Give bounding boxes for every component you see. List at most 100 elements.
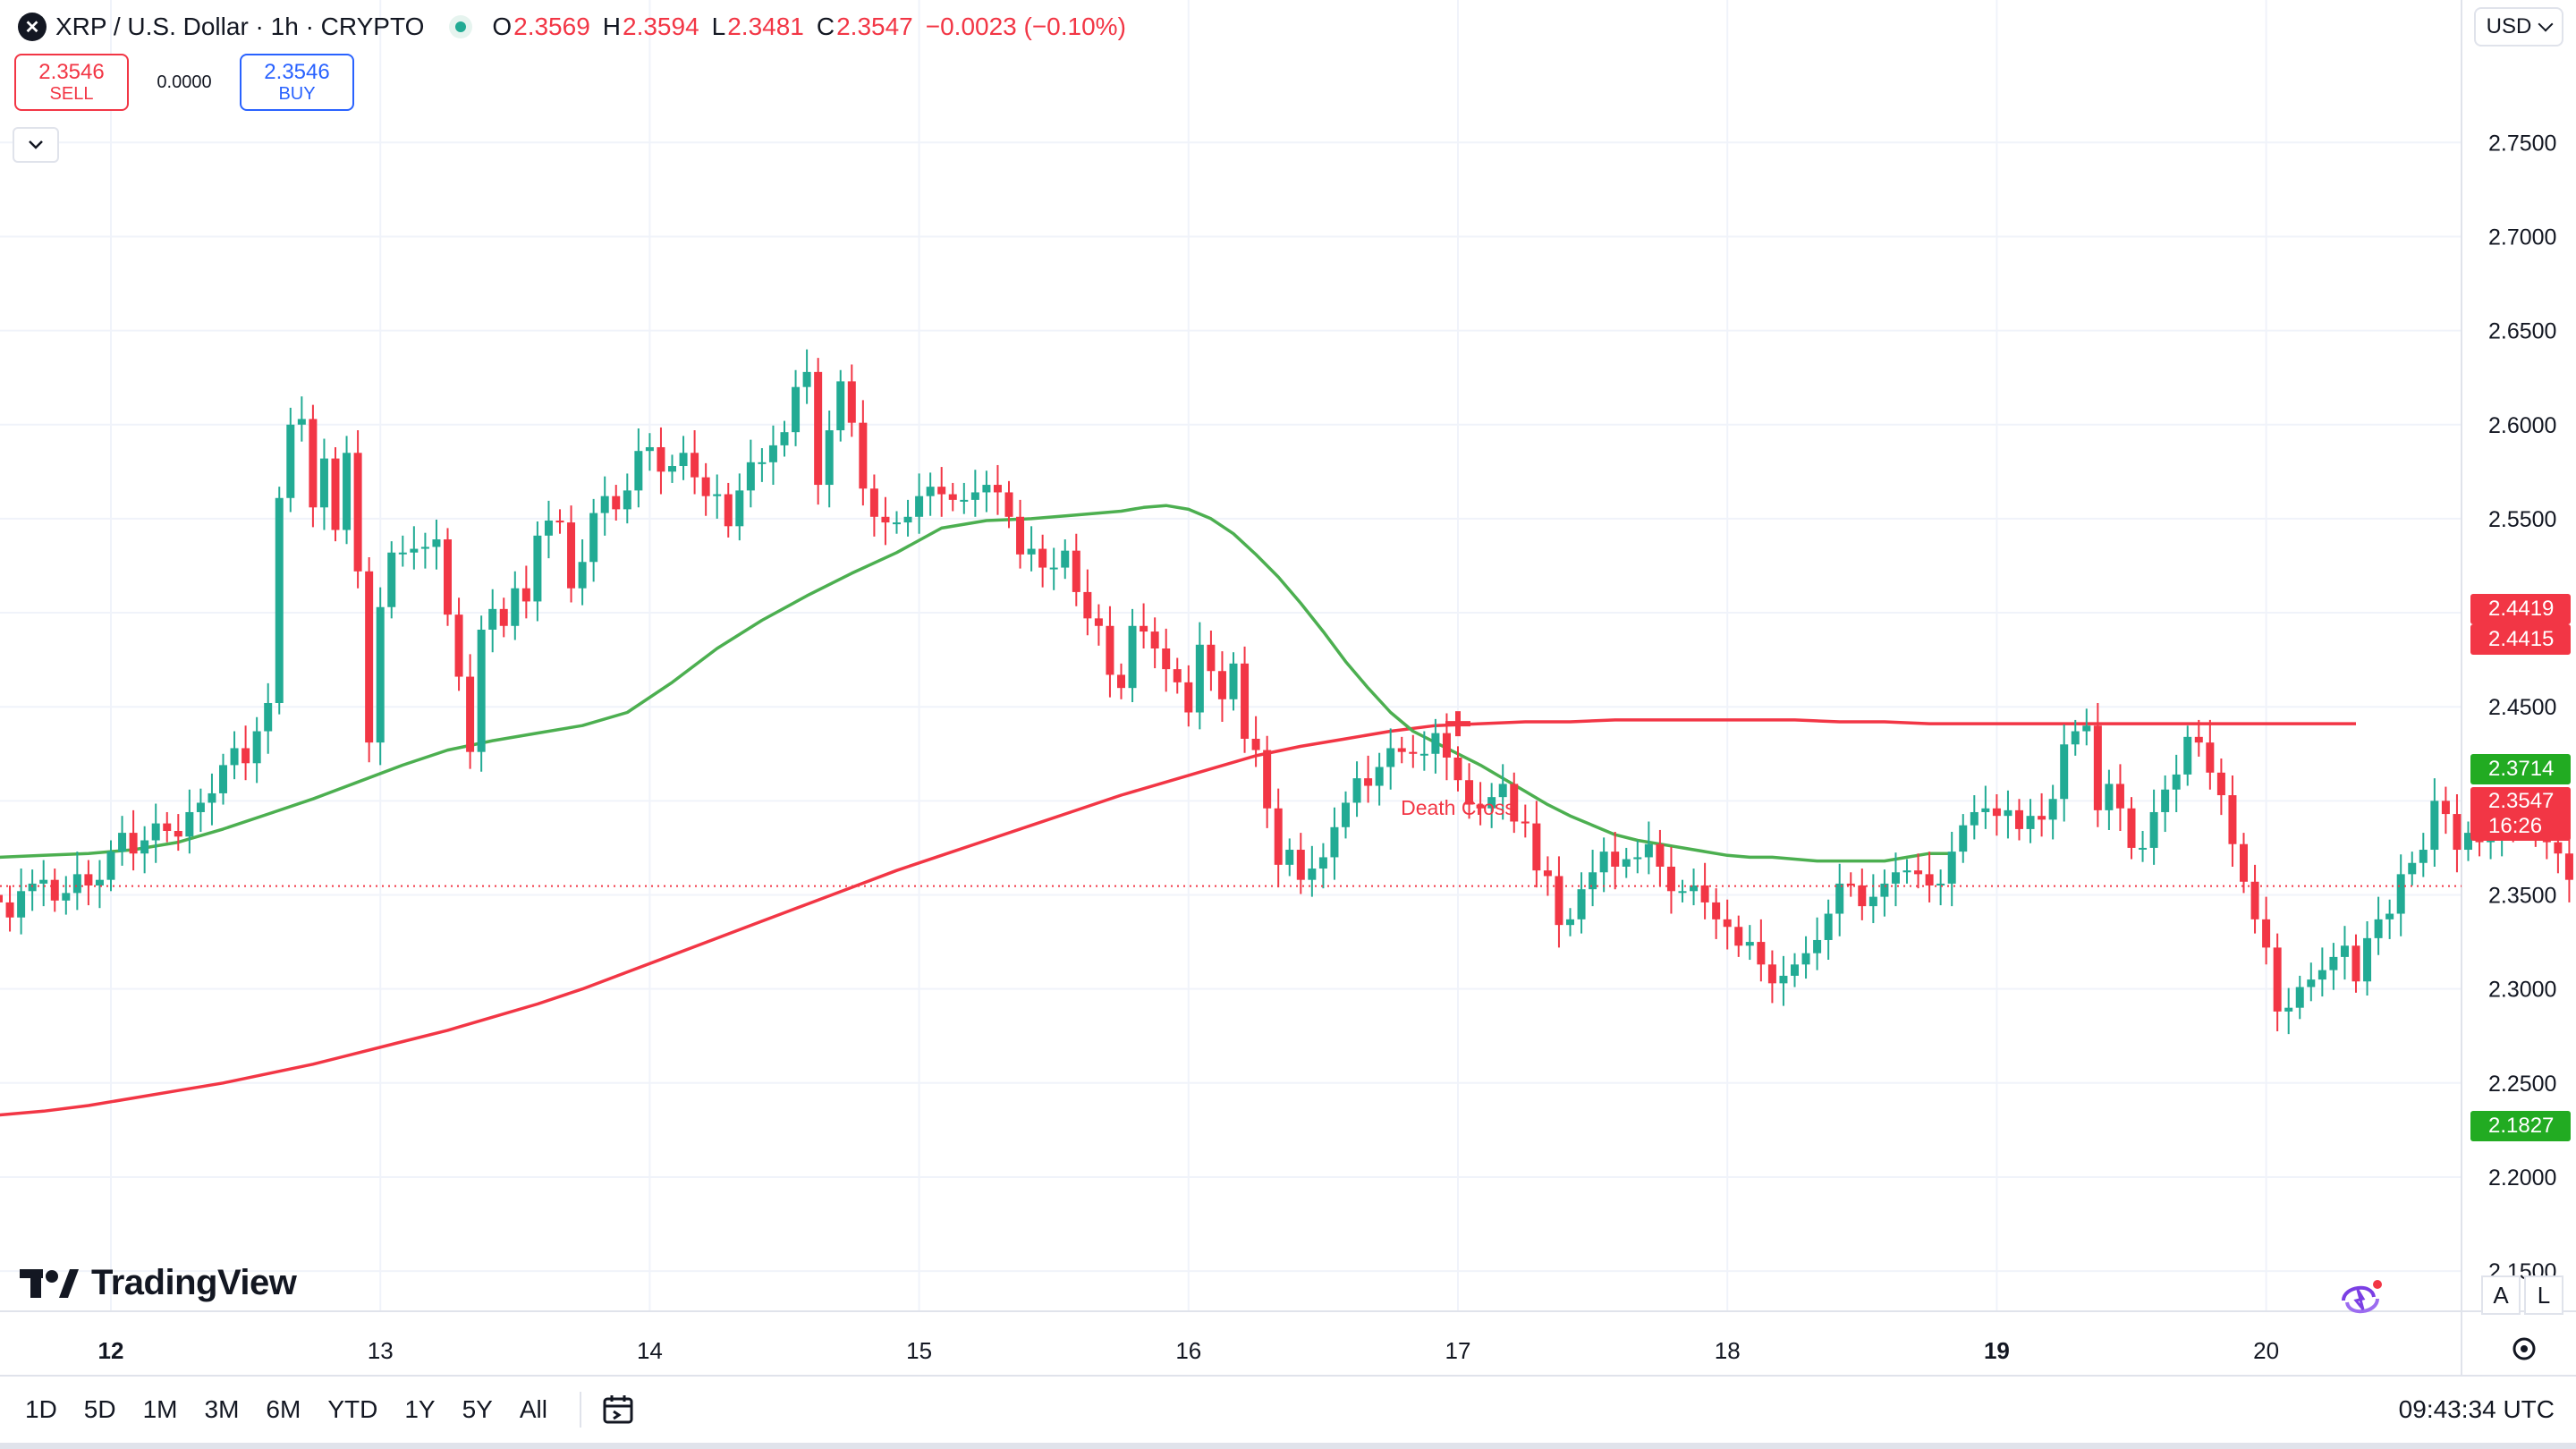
range-5d[interactable]: 5D (83, 1395, 116, 1423)
candle (2183, 725, 2192, 786)
spread-value: 0.0000 (157, 72, 212, 92)
candle (230, 731, 239, 780)
buy-button[interactable]: 2.3546 BUY (240, 54, 354, 111)
magic-ai-icon[interactable] (2336, 1277, 2385, 1320)
candle (410, 526, 419, 570)
sell-price: 2.3546 (38, 60, 105, 84)
candle (2385, 899, 2394, 939)
price-chart[interactable]: Death Cross 2.15002.20002.25002.30002.35… (0, 0, 2576, 1375)
price-tick-label: 2.5500 (2488, 507, 2556, 532)
ohlc-high-value: 2.3594 (623, 13, 699, 40)
candle (567, 505, 576, 603)
candle (1274, 788, 1283, 888)
candle (28, 869, 37, 911)
moving-average-slow-line (0, 718, 2356, 1117)
candle (735, 473, 744, 541)
candle (1375, 752, 1384, 806)
candle (1690, 869, 1699, 906)
range-5y[interactable]: 5Y (462, 1395, 493, 1423)
candle (1532, 801, 1541, 888)
calendar-range-icon (603, 1395, 633, 1424)
candle (2441, 786, 2450, 835)
symbol-title[interactable]: XRP / U.S. Dollar · 1h · CRYPTO (55, 13, 425, 40)
candle (881, 496, 890, 546)
candle (2419, 833, 2428, 877)
auto-scale-button[interactable]: A (2481, 1275, 2521, 1315)
range-1m[interactable]: 1M (142, 1395, 178, 1423)
candle (376, 587, 385, 766)
candle (1644, 821, 1653, 875)
price-axis[interactable]: 2.15002.20002.25002.30002.35002.40002.45… (2488, 131, 2556, 1284)
candle (466, 654, 475, 769)
time-axis[interactable]: 12 13 14 15 16 17 18 19 20 (98, 1337, 2280, 1364)
candle (432, 519, 441, 570)
candle (2262, 896, 2271, 965)
candle (275, 487, 284, 715)
candle (544, 500, 553, 559)
price-tag-value: 2.4415 (2488, 627, 2555, 651)
sell-label: SELL (49, 84, 94, 104)
candle (903, 499, 912, 537)
buy-price: 2.3546 (264, 60, 330, 84)
price-tag: 2.4419 (2470, 594, 2571, 624)
candle (1004, 480, 1013, 529)
buy-label: BUY (278, 84, 316, 104)
candle (746, 439, 755, 508)
tradingview-logo[interactable]: TradingView (20, 1263, 297, 1303)
candle (252, 716, 261, 784)
candle (1555, 856, 1563, 948)
candle (1140, 603, 1148, 649)
ohlc-open-key: O (492, 13, 513, 40)
candle (1589, 850, 1597, 907)
candle (2408, 852, 2417, 886)
time-tick-label: 14 (637, 1337, 663, 1364)
candle (488, 589, 497, 653)
market-status-icon[interactable] (449, 15, 473, 38)
candle (185, 789, 194, 854)
candle (1419, 731, 1428, 771)
currency-select[interactable]: USD (2474, 7, 2563, 47)
clock-utc[interactable]: 09:43:34 UTC (2398, 1395, 2555, 1423)
sell-button[interactable]: 2.3546 SELL (14, 54, 129, 111)
collapse-legend-button[interactable] (13, 127, 59, 163)
range-6m[interactable]: 6M (266, 1395, 301, 1423)
price-tag: 2.3714 (2470, 754, 2571, 784)
candle (1880, 869, 1889, 917)
chart-settings-icon[interactable] (2512, 1337, 2536, 1360)
log-scale-button[interactable]: L (2524, 1275, 2563, 1315)
candle (724, 482, 733, 538)
range-1d[interactable]: 1D (25, 1395, 57, 1423)
candle (1666, 846, 1675, 914)
candle (1027, 526, 1036, 572)
candle (701, 462, 710, 516)
candle (1061, 539, 1070, 580)
bottom-scroll-strip (0, 1443, 2576, 1449)
candle (2015, 799, 2023, 841)
candle (499, 597, 508, 638)
candle (802, 349, 811, 404)
candle (309, 404, 318, 528)
candle (95, 860, 104, 909)
candle (2351, 934, 2360, 993)
range-ytd[interactable]: YTD (327, 1395, 378, 1423)
trade-panel: 2.3546 SELL 0.0000 2.3546 BUY (14, 54, 354, 111)
candle (1184, 665, 1193, 727)
candle (1342, 791, 1350, 839)
candle (1487, 783, 1496, 828)
candle (2071, 719, 2080, 756)
candle (1577, 872, 1586, 934)
candle (713, 474, 722, 519)
candle (1700, 862, 1709, 919)
price-tick-label: 2.3000 (2488, 978, 2556, 1003)
date-range-button[interactable] (601, 1394, 637, 1426)
range-all[interactable]: All (519, 1395, 547, 1423)
range-1y[interactable]: 1Y (404, 1395, 436, 1423)
candle (668, 454, 676, 483)
price-tick-label: 2.4500 (2488, 695, 2556, 720)
range-3m[interactable]: 3M (204, 1395, 240, 1423)
ma-fast-path (0, 504, 1953, 863)
candle (264, 682, 273, 754)
price-tag-value: 2.3714 (2488, 757, 2555, 781)
candle (353, 430, 362, 589)
candle (915, 473, 924, 534)
